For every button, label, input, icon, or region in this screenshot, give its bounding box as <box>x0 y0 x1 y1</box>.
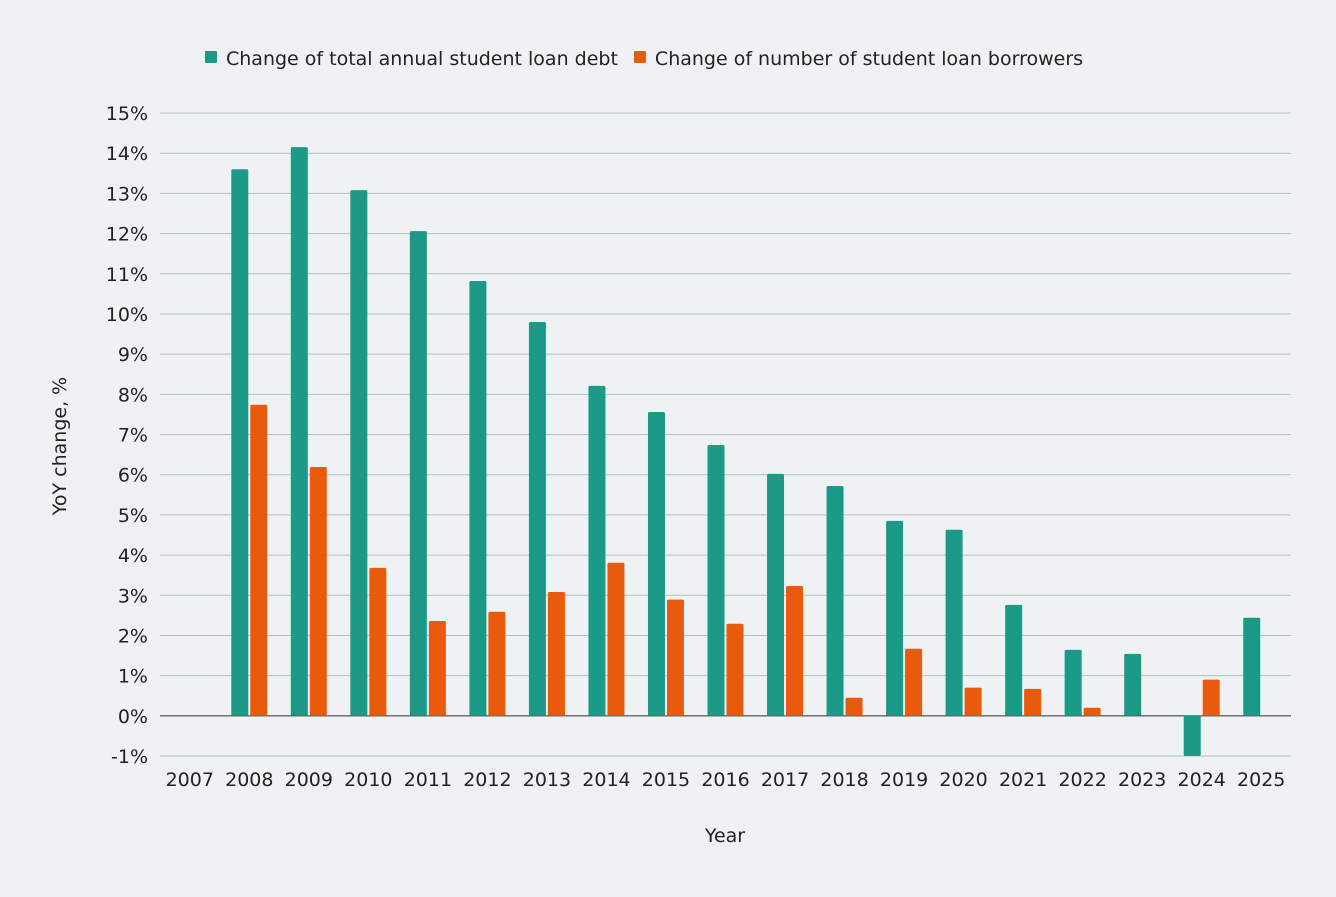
gridlines: -1% 0% 1% 2% 3% 4% 5% 6% 7% 8% 9% 10% 11% 12% 13% 14% 15… <box>106 103 1291 768</box>
bar-borrowers-change <box>964 687 982 716</box>
y-tick-label: 6% <box>118 465 148 487</box>
bar-debt-change <box>1005 604 1023 716</box>
legend-swatch <box>205 51 217 63</box>
legend-swatch <box>633 51 646 63</box>
bar-borrowers-change <box>845 697 863 716</box>
bar-debt-change <box>231 169 249 716</box>
bar-borrowers-change <box>905 648 923 716</box>
x-tick-label: 2022 <box>1058 769 1106 791</box>
y-tick-label: 1% <box>118 666 148 688</box>
bar-debt-change <box>647 411 665 716</box>
bar-borrowers-change <box>1083 707 1101 716</box>
bar-debt-change <box>945 529 963 716</box>
x-tick-label: 2020 <box>939 769 987 791</box>
bar-debt-change <box>469 280 487 716</box>
y-axis-label: YoY change, % <box>49 377 71 516</box>
bar-borrowers-change <box>1024 688 1042 716</box>
x-tick-label: 2009 <box>285 769 333 791</box>
x-tick-label: 2012 <box>463 769 511 791</box>
bar-debt-change <box>290 147 308 716</box>
y-tick-label: 3% <box>118 585 148 607</box>
bar-borrowers-change <box>666 599 684 716</box>
bar-debt-change <box>588 385 606 716</box>
y-tick-label: 14% <box>106 143 148 165</box>
x-tick-label: 2015 <box>642 769 690 791</box>
bar-debt-change <box>767 473 785 716</box>
x-tick-label: 2025 <box>1237 769 1285 791</box>
x-axis-label: Year <box>704 825 745 847</box>
bar-borrowers-change <box>786 586 804 716</box>
y-tick-label: 5% <box>118 505 148 527</box>
y-tick-label: 12% <box>106 224 148 246</box>
y-tick-label: 7% <box>118 425 148 447</box>
legend: Change of total annual student loan debt… <box>205 48 1083 70</box>
bar-debt-change <box>826 485 844 716</box>
x-tick-label: 2010 <box>344 769 392 791</box>
x-tick-label: 2007 <box>166 769 214 791</box>
x-tick-label: 2013 <box>523 769 571 791</box>
legend-label: Change of number of student loan borrowe… <box>655 48 1083 70</box>
y-tick-label: 10% <box>106 304 148 326</box>
y-tick-label: 11% <box>106 264 148 286</box>
x-tick-label: 2023 <box>1118 769 1166 791</box>
bar-debt-change <box>1064 649 1082 716</box>
x-tick-label: 2014 <box>582 769 630 791</box>
bar-borrowers-change <box>726 623 744 716</box>
bars <box>231 147 1261 756</box>
x-tick-label: 2018 <box>820 769 868 791</box>
y-tick-label: 13% <box>106 183 148 205</box>
bar-borrowers-change <box>1202 679 1220 716</box>
x-tick-label: 2019 <box>880 769 928 791</box>
y-tick-label: 9% <box>118 344 148 366</box>
bar-borrowers-change <box>547 592 565 716</box>
bar-debt-change <box>409 231 427 716</box>
x-tick-label: 2011 <box>404 769 452 791</box>
y-tick-label: 8% <box>118 384 148 406</box>
y-tick-label: 2% <box>118 625 148 647</box>
x-tick-label: 2021 <box>999 769 1047 791</box>
bar-borrowers-change <box>488 611 506 716</box>
bar-debt-change <box>886 520 904 716</box>
x-tick-label: 2016 <box>701 769 749 791</box>
y-tick-label: 0% <box>118 706 148 728</box>
bar-borrowers-change <box>250 404 268 716</box>
bar-borrowers-change <box>309 467 327 716</box>
y-tick-label: -1% <box>111 746 148 768</box>
bar-debt-change <box>1243 617 1261 716</box>
x-tick-label: 2008 <box>225 769 273 791</box>
y-tick-label: 15% <box>106 103 148 125</box>
y-tick-label: 4% <box>118 545 148 567</box>
bar-borrowers-change <box>428 620 446 716</box>
bar-borrowers-change <box>607 562 625 716</box>
bar-debt-change <box>350 190 368 716</box>
legend-label: Change of total annual student loan debt <box>226 48 618 70</box>
bar-debt-change <box>1183 715 1201 756</box>
x-tick-labels: 2007 2008 2009 2010 2011 2012 2013 2014 2015 2016… <box>166 769 1286 791</box>
bar-debt-change <box>528 321 546 716</box>
x-tick-label: 2017 <box>761 769 809 791</box>
x-tick-label: 2024 <box>1178 769 1226 791</box>
bar-debt-change <box>1124 653 1142 716</box>
bar-borrowers-change <box>369 567 387 716</box>
bar-debt-change <box>707 444 725 716</box>
